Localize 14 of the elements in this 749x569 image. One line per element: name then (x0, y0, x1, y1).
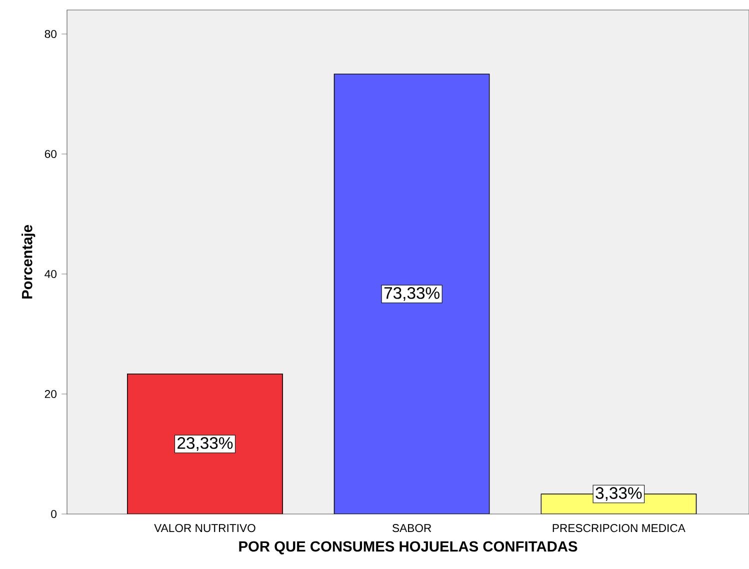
y-tick-label: 40 (44, 270, 57, 278)
x-tick-label: SABOR (392, 524, 432, 532)
x-axis-title: POR QUE CONSUMES HOJUELAS CONFITADAS (239, 541, 578, 554)
data-label: 73,33% (384, 287, 440, 301)
data-label: 23,33% (178, 437, 233, 451)
x-tick-label: VALOR NUTRITIVO (154, 524, 256, 532)
y-axis-title: Porcentaje (22, 225, 36, 299)
data-label: 3,33% (596, 487, 642, 501)
y-tick-label: 60 (44, 150, 57, 158)
x-tick-label: PRESCRIPCION MEDICA (552, 524, 686, 532)
y-tick-label: 80 (44, 30, 57, 38)
y-tick-label: 0 (51, 510, 57, 518)
y-tick-label: 20 (44, 390, 57, 398)
bar (334, 74, 490, 514)
